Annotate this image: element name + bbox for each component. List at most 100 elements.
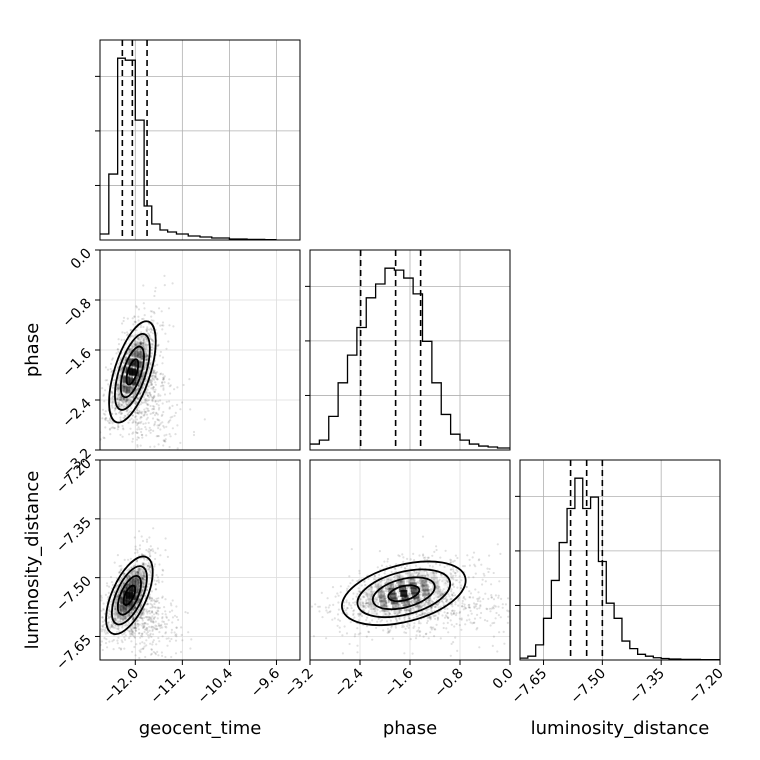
y-tick-label: −7.50 — [53, 573, 95, 615]
scatter-point — [145, 379, 148, 382]
scatter-point — [116, 366, 119, 369]
scatter-point — [124, 608, 127, 611]
scatter-point — [457, 597, 460, 600]
scatter-point — [481, 583, 484, 586]
scatter-point — [141, 358, 144, 361]
scatter-point — [151, 344, 154, 347]
scatter-point — [125, 586, 128, 590]
scatter-point — [108, 428, 111, 431]
scatter-point — [134, 389, 137, 392]
scatter-point — [109, 433, 112, 436]
scatter-point — [365, 598, 368, 601]
scatter-point — [162, 439, 165, 442]
scatter-point — [405, 609, 408, 613]
scatter-point — [144, 399, 147, 402]
scatter-point — [441, 590, 444, 593]
scatter-point — [143, 573, 146, 576]
scatter-point — [147, 562, 150, 565]
scatter-point — [450, 593, 453, 596]
scatter-point — [152, 633, 155, 636]
scatter-point — [111, 357, 114, 360]
scatter-point — [137, 406, 140, 409]
scatter-point — [136, 601, 140, 604]
scatter-point — [137, 384, 140, 388]
scatter-point — [129, 582, 132, 585]
scatter-point — [148, 597, 151, 601]
scatter-point — [116, 428, 119, 431]
scatter-point — [141, 353, 144, 356]
scatter-point — [150, 328, 153, 331]
scatter-point — [126, 398, 129, 401]
scatter-point — [145, 392, 148, 395]
scatter-point — [386, 588, 389, 591]
scatter-point — [415, 571, 418, 574]
scatter-point — [137, 398, 140, 401]
scatter-point — [352, 592, 355, 595]
scatter-point — [142, 578, 145, 581]
scatter-point — [157, 613, 160, 616]
scatter-point — [137, 622, 140, 625]
scatter-point — [373, 590, 376, 593]
scatter-point — [122, 427, 125, 430]
scatter-point — [149, 363, 152, 366]
scatter-point — [106, 632, 109, 635]
scatter-point — [532, 627, 534, 629]
scatter-point — [138, 567, 141, 571]
scatter-point — [161, 595, 164, 598]
scatter-point — [476, 626, 479, 630]
scatter-point — [407, 586, 410, 589]
scatter-point — [143, 570, 146, 574]
scatter-point — [390, 570, 393, 574]
scatter-point — [134, 366, 137, 369]
scatter-point — [396, 584, 399, 587]
scatter-point — [122, 381, 125, 384]
scatter-point — [140, 324, 143, 327]
scatter-point — [436, 617, 440, 620]
scatter-point — [138, 598, 141, 601]
y-tick-label: −1.6 — [59, 345, 94, 380]
scatter-point — [128, 622, 131, 625]
scatter-point — [152, 650, 155, 654]
scatter-point — [159, 626, 162, 630]
scatter-point — [417, 626, 421, 629]
scatter-point — [87, 628, 89, 630]
scatter-point — [126, 577, 129, 580]
scatter-point — [117, 390, 120, 393]
scatter-point — [144, 380, 148, 383]
scatter-point — [118, 396, 122, 399]
scatter-point — [429, 615, 433, 619]
scatter-point — [307, 589, 309, 591]
scatter-point — [442, 601, 445, 605]
scatter-point — [143, 382, 146, 386]
scatter-point — [143, 625, 146, 628]
scatter-point — [161, 328, 164, 331]
scatter-point — [437, 606, 440, 609]
scatter-point — [124, 608, 127, 611]
scatter-point — [462, 595, 466, 598]
density-cell — [117, 403, 125, 411]
scatter-point — [140, 535, 143, 538]
scatter-point — [179, 408, 182, 411]
scatter-point — [132, 601, 135, 604]
scatter-point — [117, 386, 120, 389]
scatter-point — [337, 618, 340, 621]
scatter-point — [149, 412, 152, 415]
scatter-point — [367, 577, 370, 581]
scatter-point — [388, 587, 391, 591]
scatter-point — [391, 606, 394, 609]
scatter-point — [445, 600, 448, 603]
scatter-point — [490, 594, 493, 597]
scatter-point — [136, 337, 139, 341]
scatter-point — [131, 582, 134, 585]
density-cell — [400, 589, 408, 597]
scatter-point — [107, 623, 110, 627]
scatter-point — [415, 615, 418, 618]
scatter-point — [491, 622, 494, 625]
scatter-point — [141, 577, 144, 580]
scatter-point — [482, 597, 485, 601]
scatter-point — [148, 566, 151, 569]
scatter-point — [157, 581, 160, 584]
scatter-point — [155, 625, 158, 628]
scatter-point — [494, 617, 497, 620]
scatter-point — [446, 564, 449, 567]
